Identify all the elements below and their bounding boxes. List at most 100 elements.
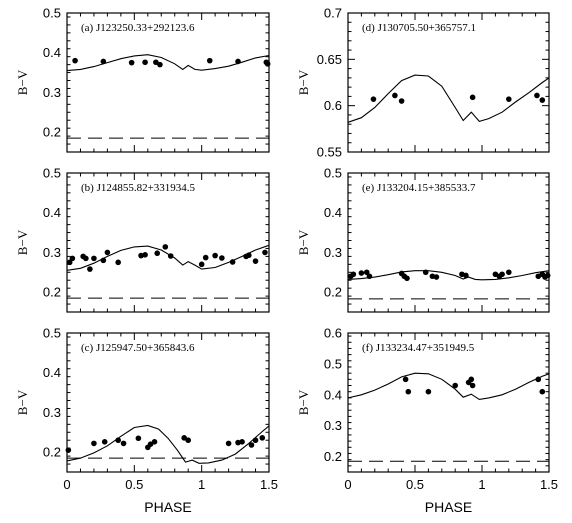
y-axis-label: B−V bbox=[296, 389, 311, 415]
panels-group: 0.2 0.3 0.4 0.5 B−V (a) J123250.33+292123.6 0.… bbox=[15, 6, 558, 516]
y-tick-label: 0.2 bbox=[324, 449, 342, 464]
data-point bbox=[157, 61, 163, 68]
data-point bbox=[468, 376, 475, 383]
data-point bbox=[185, 437, 191, 444]
data-point bbox=[128, 59, 135, 66]
data-point bbox=[202, 254, 209, 261]
panel-title: (d) J130705.50+365757.1 bbox=[362, 22, 476, 34]
data-point bbox=[100, 257, 107, 264]
data-point bbox=[422, 269, 429, 276]
y-tick-label: 0.3 bbox=[324, 418, 342, 433]
panel-e: 0.2 0.3 0.4 0.5 B−V (e) J133204.15+385533.7 bbox=[296, 166, 551, 313]
x-tick-label: 1 bbox=[198, 477, 205, 492]
data-point bbox=[135, 435, 142, 442]
data-point bbox=[248, 442, 255, 448]
data-point bbox=[262, 249, 268, 256]
data-point bbox=[147, 441, 154, 448]
data-point bbox=[151, 439, 158, 445]
data-point bbox=[212, 252, 218, 259]
data-point bbox=[235, 58, 241, 65]
y-axis-label: B−V bbox=[15, 229, 30, 255]
y-tick-label: 0.3 bbox=[324, 245, 342, 260]
data-point bbox=[153, 59, 159, 66]
data-point bbox=[259, 435, 266, 441]
panel-title: (b) J124855.82+331934.5 bbox=[81, 182, 196, 194]
data-point bbox=[264, 61, 271, 67]
data-point bbox=[87, 266, 93, 272]
data-point bbox=[252, 258, 259, 264]
y-tick-label: 0.3 bbox=[43, 245, 61, 260]
y-tick-label: 0.65 bbox=[317, 52, 342, 67]
data-point bbox=[539, 97, 546, 103]
data-point bbox=[120, 440, 127, 447]
y-tick-label: 0.5 bbox=[43, 6, 61, 21]
panel-f: 0.2 0.3 0.4 0.5 0.6 0 0.5 1 1.5 PHASE B−V (f) J1332… bbox=[296, 326, 558, 516]
data-point bbox=[83, 255, 89, 262]
data-point bbox=[433, 274, 440, 280]
data-point bbox=[246, 252, 252, 259]
plot-frame bbox=[347, 332, 550, 473]
data-point bbox=[452, 382, 459, 389]
data-point bbox=[219, 255, 225, 261]
y-tick-label: 0.4 bbox=[43, 365, 61, 380]
data-point bbox=[425, 388, 432, 395]
x-tick-label: 1.5 bbox=[260, 477, 278, 492]
data-point bbox=[225, 440, 232, 447]
data-point bbox=[358, 270, 365, 276]
data-point bbox=[363, 269, 370, 276]
x-tick-label: 1.5 bbox=[540, 477, 558, 492]
x-tick-label: 0 bbox=[344, 477, 351, 492]
data-point bbox=[398, 98, 405, 104]
y-tick-label: 0.55 bbox=[317, 145, 342, 160]
data-point bbox=[91, 255, 97, 262]
plot-frame bbox=[347, 172, 550, 313]
data-point bbox=[181, 435, 187, 441]
panel-title: (e) J133204.15+385533.7 bbox=[362, 182, 476, 194]
y-tick-label: 0.2 bbox=[43, 285, 61, 300]
y-axis-label: B−V bbox=[296, 69, 311, 95]
y-tick-label: 0.4 bbox=[43, 205, 61, 220]
data-point bbox=[405, 388, 412, 395]
data-point bbox=[370, 96, 377, 102]
data-point bbox=[167, 253, 174, 259]
panel-title: (a) J123250.33+292123.6 bbox=[81, 22, 195, 34]
data-point bbox=[115, 437, 121, 444]
plot-frame bbox=[66, 12, 270, 153]
panel-c: 0.2 0.3 0.4 0.5 0 0.5 1 1.5 PHASE B−V (c) J125947.… bbox=[15, 326, 278, 516]
data-point bbox=[229, 259, 236, 265]
data-point bbox=[142, 59, 148, 66]
data-point bbox=[402, 376, 409, 383]
data-point bbox=[100, 58, 107, 65]
data-point bbox=[252, 437, 259, 444]
panel-b: 0.2 0.3 0.4 0.5 B−V (b) J124855.82+331934.5 bbox=[15, 166, 270, 313]
y-tick-label: 0.5 bbox=[43, 326, 61, 341]
y-tick-label: 0.5 bbox=[324, 166, 342, 181]
y-axis-label: B−V bbox=[15, 389, 30, 415]
y-tick-label: 0.4 bbox=[43, 45, 61, 60]
data-point bbox=[544, 272, 551, 279]
data-point bbox=[499, 271, 505, 278]
y-tick-label: 0.4 bbox=[324, 387, 342, 402]
data-point bbox=[66, 259, 73, 266]
data-point bbox=[91, 440, 97, 447]
data-point bbox=[463, 272, 469, 279]
model-curve bbox=[347, 270, 550, 281]
data-point bbox=[506, 96, 512, 102]
data-point bbox=[539, 388, 546, 395]
data-point bbox=[392, 92, 398, 99]
data-point bbox=[69, 255, 76, 262]
data-point bbox=[350, 271, 357, 278]
data-point bbox=[162, 244, 169, 250]
data-point bbox=[469, 94, 476, 101]
x-tick-label: 0.5 bbox=[125, 477, 143, 492]
data-point bbox=[154, 250, 161, 257]
data-point bbox=[142, 252, 148, 258]
data-point bbox=[101, 439, 108, 445]
data-point bbox=[404, 275, 410, 282]
data-point bbox=[366, 273, 373, 280]
y-tick-label: 0.3 bbox=[43, 405, 61, 420]
model-curve bbox=[66, 424, 270, 464]
x-tick-label: 1 bbox=[478, 477, 485, 492]
x-tick-label: 0 bbox=[63, 477, 70, 492]
